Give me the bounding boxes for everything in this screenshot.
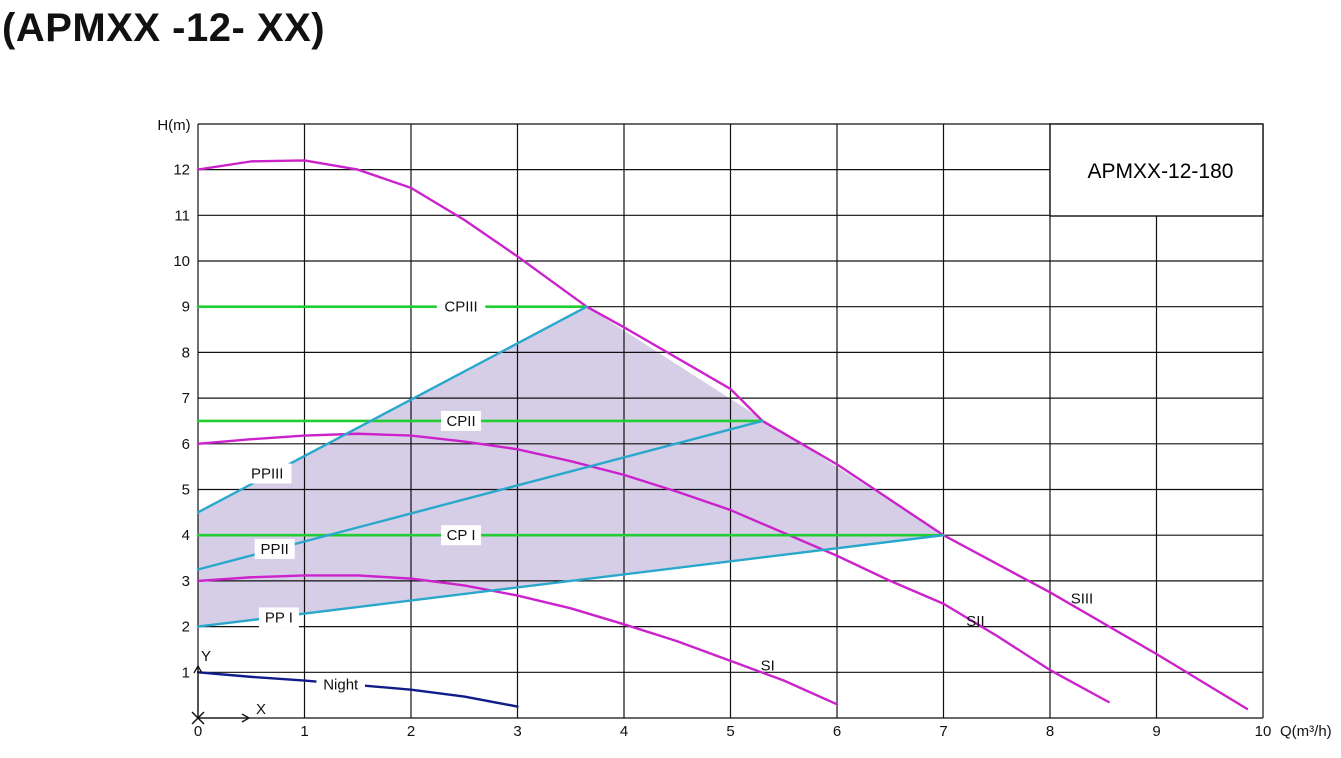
- origin-cross-b: [191, 711, 205, 725]
- model-label: APMXX-12-180: [1088, 160, 1234, 183]
- annotation-bg-night: [316, 674, 365, 695]
- series-si: [196, 574, 839, 706]
- y-tick-label: 5: [182, 482, 190, 499]
- x-tick-label: 6: [833, 723, 841, 740]
- origin-y-arrowhead: [193, 664, 203, 674]
- annotation-siii: SIII: [1071, 590, 1094, 607]
- x-tick-label: 0: [194, 723, 202, 740]
- y-tick-label: 12: [173, 162, 190, 179]
- model-label-box: [1049, 123, 1264, 217]
- annotation-bg-cpii: [441, 410, 482, 431]
- x-tick-label: 9: [1152, 723, 1160, 740]
- y-tick-label: 7: [182, 390, 190, 407]
- y-tick-label: 10: [173, 253, 190, 270]
- x-tick-label: 8: [1046, 723, 1054, 740]
- annotation-bg-cpiii: [436, 296, 486, 317]
- x-tick-label: 4: [620, 723, 628, 740]
- y-tick-label: 1: [182, 664, 190, 681]
- x-tick-label: 1: [300, 723, 308, 740]
- y-tick-label: 9: [182, 299, 190, 316]
- annotation-bg-pp-i: [258, 607, 299, 628]
- origin-x-arrowhead: [241, 713, 251, 723]
- series-pp-i: [196, 534, 945, 628]
- y-tick-label: 6: [182, 436, 190, 453]
- annotation-night: Night: [323, 677, 359, 694]
- x-tick-label: 5: [726, 723, 734, 740]
- series-sii: [196, 432, 1110, 704]
- annotation-bg-cp-i: [441, 525, 482, 546]
- y-tick-label: 4: [182, 527, 190, 544]
- annotation-ppii: PPII: [261, 541, 289, 558]
- annotation-pp-i: PP I: [265, 609, 293, 626]
- chart-extras: APMXX-12-180 X Y: [191, 123, 1264, 725]
- annotation-bg-ppii: [254, 538, 295, 559]
- annotation-cpii: CPII: [446, 413, 475, 430]
- x-tick-label: 7: [939, 723, 947, 740]
- y-tick-label: 8: [182, 344, 190, 361]
- annotation-cp-i: CP I: [447, 527, 476, 544]
- annotation-si: SI: [761, 657, 775, 674]
- chart-annotations: CPIII CPII CP I PPIII PPII PP I Night SI SII SIII: [242, 296, 1094, 695]
- y-axis-label: H(m): [157, 117, 190, 134]
- chart-grid: [197, 123, 1264, 719]
- series-siii: [196, 159, 1249, 711]
- origin-x-label: X: [256, 701, 266, 718]
- y-tick-label: 3: [182, 573, 190, 590]
- y-tick-label: 11: [174, 207, 190, 224]
- annotation-ppiii: PPIII: [251, 466, 284, 483]
- page-title: (APMXX -12- XX): [2, 6, 326, 50]
- x-tick-label: 3: [513, 723, 521, 740]
- x-tick-label: 10: [1255, 723, 1272, 740]
- annotation-bg-ppiii: [242, 463, 292, 484]
- annotation-cpiii: CPIII: [444, 299, 477, 316]
- x-tick-label: 2: [407, 723, 415, 740]
- chart-series: [196, 159, 1249, 711]
- origin-y-label: Y: [201, 648, 211, 665]
- operating-region-fill: [198, 306, 944, 627]
- annotation-sii: SII: [966, 613, 984, 630]
- y-tick-label: 2: [182, 619, 190, 636]
- operating-region: [198, 306, 944, 627]
- x-axis-label: Q(m³/h): [1280, 723, 1332, 740]
